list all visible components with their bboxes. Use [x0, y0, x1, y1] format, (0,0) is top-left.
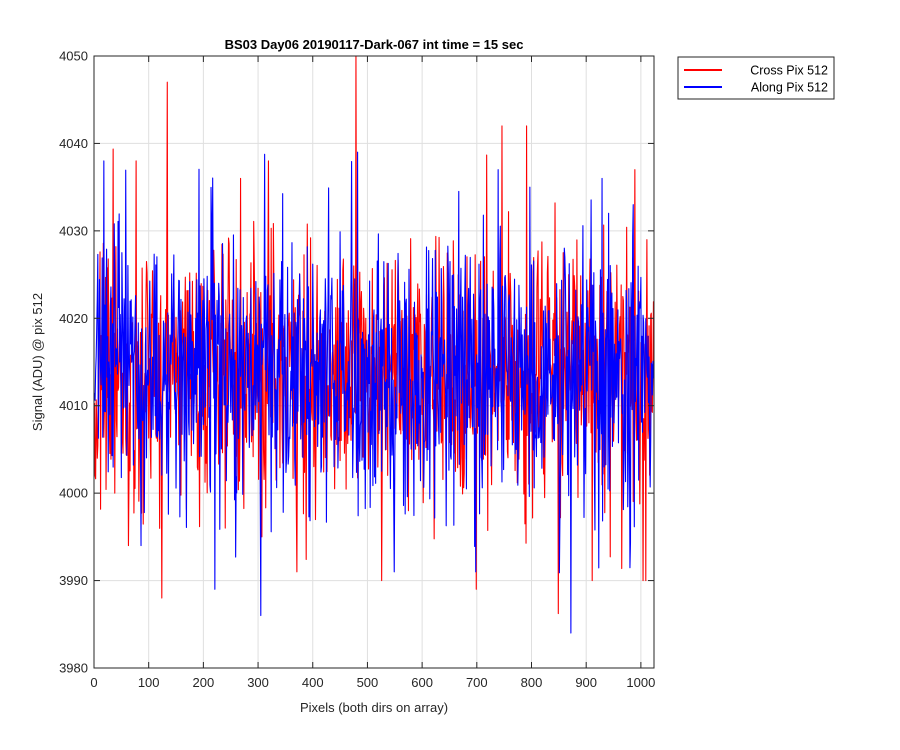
x-tick-label: 700: [466, 675, 488, 690]
y-tick-label: 4020: [59, 311, 88, 326]
x-axis-label: Pixels (both dirs on array): [300, 700, 448, 715]
x-tick-label: 400: [302, 675, 324, 690]
series-layer: [94, 56, 654, 634]
x-tick-label: 200: [193, 675, 215, 690]
y-axis-label: Signal (ADU) @ pix 512: [30, 293, 45, 431]
legend: Cross Pix 512 Along Pix 512: [677, 56, 835, 100]
x-tick-label: 600: [411, 675, 433, 690]
x-tick-label: 1000: [626, 675, 655, 690]
y-tick-label: 4030: [59, 223, 88, 238]
legend-label: Cross Pix 512: [750, 64, 828, 78]
x-tick-label: 500: [357, 675, 379, 690]
x-tick-label: 900: [575, 675, 597, 690]
x-tick-label: 300: [247, 675, 269, 690]
x-ticks: 0 100 200 300 400 500 600 700 800 900 1000: [90, 56, 655, 690]
x-tick-label: 800: [521, 675, 543, 690]
series-line-along-pix-512: [94, 151, 654, 634]
x-tick-label: 100: [138, 675, 160, 690]
y-ticks: 3980 3990 4000 4010 4020 4030 4040 4050: [59, 49, 654, 676]
y-tick-label: 4050: [59, 49, 88, 64]
x-tick-label: 0: [90, 675, 97, 690]
y-tick-label: 4000: [59, 486, 88, 501]
y-tick-label: 4040: [59, 136, 88, 151]
y-tick-label: 3980: [59, 661, 88, 676]
axes-box: [93, 55, 655, 669]
y-tick-label: 4010: [59, 398, 88, 413]
y-tick-label: 3990: [59, 573, 88, 588]
chart-title: BS03 Day06 20190117-Dark-067 int time = …: [225, 37, 524, 52]
legend-label: Along Pix 512: [751, 81, 828, 95]
legend-box: [677, 56, 835, 100]
